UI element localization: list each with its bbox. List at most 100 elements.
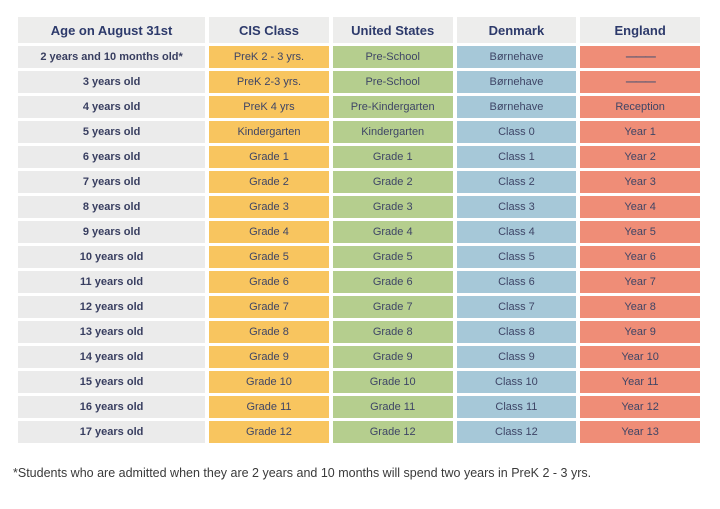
cell-denmark: Class 0 [456, 121, 577, 143]
cell-cis: Grade 8 [209, 321, 329, 343]
cell-denmark: Børnehave [456, 46, 577, 68]
table-row: 4 years old PreK 4 yrs Pre-Kindergarten Bør… [18, 96, 700, 118]
header-us: United States [332, 17, 453, 43]
cell-denmark: Class 10 [456, 371, 577, 393]
cell-england: Year 11 [580, 371, 700, 393]
cell-us: Grade 7 [332, 296, 453, 318]
cell-england: Reception [580, 96, 700, 118]
cell-cis: Grade 4 [209, 221, 329, 243]
cell-us: Grade 12 [332, 421, 453, 443]
table-row: 12 years old Grade 7 Grade 7 Class 7 Year 8 [18, 296, 700, 318]
cell-age: 12 years old [18, 296, 206, 318]
cell-denmark: Class 9 [456, 346, 577, 368]
header-denmark: Denmark [456, 17, 577, 43]
cell-denmark: Class 5 [456, 246, 577, 268]
cell-age: 11 years old [18, 271, 206, 293]
cell-us: Grade 5 [332, 246, 453, 268]
header-cis: CIS Class [209, 17, 329, 43]
cell-denmark: Class 2 [456, 171, 577, 193]
footnote: *Students who are admitted when they are… [13, 466, 592, 480]
cell-cis: Grade 12 [209, 421, 329, 443]
cell-us: Grade 10 [332, 371, 453, 393]
cell-cis: Grade 6 [209, 271, 329, 293]
table-row: 3 years old PreK 2-3 yrs. Pre-School Børneh… [18, 71, 700, 93]
cell-denmark: Class 3 [456, 196, 577, 218]
cell-cis: PreK 2-3 yrs. [209, 71, 329, 93]
table-row: 15 years old Grade 10 Grade 10 Class 10 Year… [18, 371, 700, 393]
table-row: 8 years old Grade 3 Grade 3 Class 3 Year 4 [18, 196, 700, 218]
table-row: 17 years old Grade 12 Grade 12 Class 12 Year… [18, 421, 700, 443]
cell-denmark: Class 1 [456, 146, 577, 168]
cell-cis: Grade 5 [209, 246, 329, 268]
cell-denmark: Børnehave [456, 96, 577, 118]
table-row: 16 years old Grade 11 Grade 11 Class 11 Year… [18, 396, 700, 418]
table-row: 14 years old Grade 9 Grade 9 Class 9 Year 10 [18, 346, 700, 368]
table-row: 7 years old Grade 2 Grade 2 Class 2 Year 3 [18, 171, 700, 193]
cell-denmark: Class 6 [456, 271, 577, 293]
cell-england: Year 9 [580, 321, 700, 343]
cell-us: Grade 11 [332, 396, 453, 418]
cell-us: Grade 3 [332, 196, 453, 218]
cell-cis: Kindergarten [209, 121, 329, 143]
cell-age: 10 years old [18, 246, 206, 268]
cell-age: 16 years old [18, 396, 206, 418]
cell-age: 13 years old [18, 321, 206, 343]
cell-england: Year 12 [580, 396, 700, 418]
table-row: 11 years old Grade 6 Grade 6 Class 6 Year 7 [18, 271, 700, 293]
cell-age: 15 years old [18, 371, 206, 393]
cell-us: Grade 8 [332, 321, 453, 343]
table-row: 10 years old Grade 5 Grade 5 Class 5 Year 6 [18, 246, 700, 268]
cell-england: Year 10 [580, 346, 700, 368]
header-age: Age on August 31st [18, 17, 206, 43]
table-body: 2 years and 10 months old* PreK 2 - 3 yrs… [18, 46, 700, 443]
cell-us: Pre-School [332, 46, 453, 68]
header-row: Age on August 31st CIS Class United Stat… [18, 17, 700, 43]
cell-england: Year 6 [580, 246, 700, 268]
header-england: England [580, 17, 700, 43]
table-row: 13 years old Grade 8 Grade 8 Class 8 Year 9 [18, 321, 700, 343]
cell-cis: Grade 9 [209, 346, 329, 368]
cell-cis: Grade 1 [209, 146, 329, 168]
cell-us: Pre-School [332, 71, 453, 93]
cell-england: Year 2 [580, 146, 700, 168]
table-header: Age on August 31st CIS Class United Stat… [18, 17, 700, 43]
cell-us: Grade 4 [332, 221, 453, 243]
cell-cis: Grade 10 [209, 371, 329, 393]
cell-age: 14 years old [18, 346, 206, 368]
cell-us: Grade 6 [332, 271, 453, 293]
cell-age: 3 years old [18, 71, 206, 93]
cell-denmark: Class 8 [456, 321, 577, 343]
cell-age: 6 years old [18, 146, 206, 168]
cell-cis: Grade 7 [209, 296, 329, 318]
cell-age: 2 years and 10 months old* [18, 46, 206, 68]
cell-cis: Grade 2 [209, 171, 329, 193]
cell-england: ——— [580, 46, 700, 68]
table-row: 2 years and 10 months old* PreK 2 - 3 yrs… [18, 46, 700, 68]
cell-cis: Grade 11 [209, 396, 329, 418]
cell-england: Year 8 [580, 296, 700, 318]
cell-cis: Grade 3 [209, 196, 329, 218]
cell-england: Year 13 [580, 421, 700, 443]
grade-comparison-table: Age on August 31st CIS Class United Stat… [14, 14, 704, 446]
cell-age: 17 years old [18, 421, 206, 443]
table-row: 9 years old Grade 4 Grade 4 Class 4 Year 5 [18, 221, 700, 243]
cell-denmark: Class 12 [456, 421, 577, 443]
cell-age: 9 years old [18, 221, 206, 243]
table-row: 5 years old Kindergarten Kindergarten Class… [18, 121, 700, 143]
cell-us: Grade 9 [332, 346, 453, 368]
cell-england: Year 3 [580, 171, 700, 193]
cell-us: Pre-Kindergarten [332, 96, 453, 118]
cell-age: 5 years old [18, 121, 206, 143]
cell-denmark: Class 11 [456, 396, 577, 418]
cell-england: Year 4 [580, 196, 700, 218]
cell-denmark: Børnehave [456, 71, 577, 93]
cell-denmark: Class 4 [456, 221, 577, 243]
cell-age: 4 years old [18, 96, 206, 118]
cell-us: Grade 2 [332, 171, 453, 193]
cell-age: 7 years old [18, 171, 206, 193]
cell-us: Grade 1 [332, 146, 453, 168]
cell-us: Kindergarten [332, 121, 453, 143]
cell-cis: PreK 4 yrs [209, 96, 329, 118]
cell-england: Year 1 [580, 121, 700, 143]
